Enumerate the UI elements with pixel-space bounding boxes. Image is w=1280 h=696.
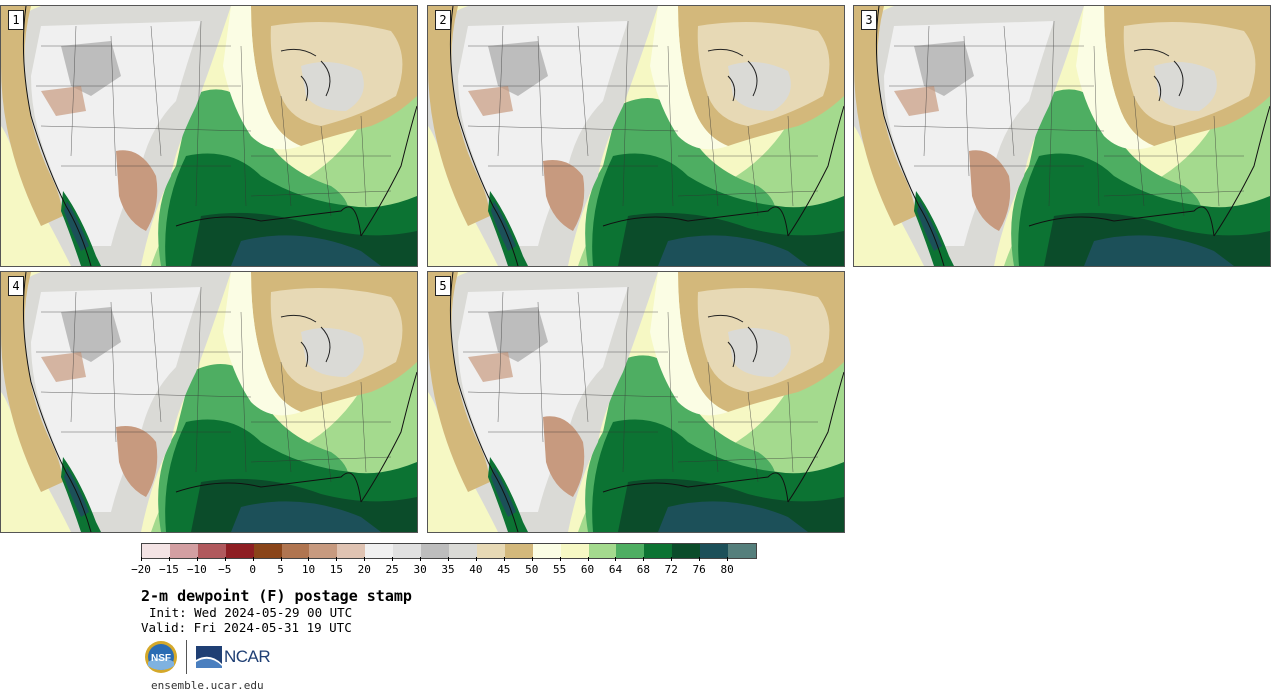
colorbar-swatch xyxy=(560,544,589,558)
colorbar-tick-label: 20 xyxy=(357,563,371,576)
panel-number-5: 5 xyxy=(435,276,451,296)
colorbar-swatch xyxy=(700,544,729,558)
colorbar-tick xyxy=(671,557,673,561)
dewpoint-map-5 xyxy=(428,272,844,532)
init-time: Init: Wed 2024-05-29 00 UTC xyxy=(149,605,353,620)
colorbar-tick-label: 55 xyxy=(553,563,567,576)
colorbar-tick xyxy=(196,557,198,561)
chart-title: 2-m dewpoint (F) postage stamp xyxy=(141,587,412,605)
colorbar-tick-label: 68 xyxy=(636,563,650,576)
nsf-logo-text: NSF xyxy=(151,653,171,664)
map-panel-1: 1 xyxy=(0,5,418,267)
colorbar-swatch xyxy=(281,544,310,558)
dewpoint-map-1 xyxy=(1,6,417,266)
colorbar-swatch xyxy=(448,544,477,558)
colorbar-swatch xyxy=(309,544,338,558)
nsf-logo: NSF xyxy=(145,641,177,673)
colorbar-tick-label: −10 xyxy=(186,563,207,576)
colorbar-swatch xyxy=(337,544,366,558)
colorbar-tick-label: −5 xyxy=(218,563,232,576)
colorbar-tick-label: 72 xyxy=(664,563,678,576)
logo-row: NSF NCAR xyxy=(144,638,271,676)
colorbar-tick xyxy=(559,557,561,561)
colorbar-swatch xyxy=(197,544,226,558)
colorbar-tick-label: 25 xyxy=(385,563,399,576)
dewpoint-map-2 xyxy=(428,6,844,266)
colorbar-tick xyxy=(615,557,617,561)
colorbar-tick xyxy=(141,557,142,561)
ncar-logo-text: NCAR xyxy=(224,647,271,666)
ncar-logo: NCAR xyxy=(196,646,271,668)
colorbar-tick-label: 0 xyxy=(249,563,256,576)
colorbar-tick-label: 10 xyxy=(301,563,316,576)
colorbar-tick-label: 5 xyxy=(277,563,284,576)
colorbar-tick-label: −15 xyxy=(158,563,179,576)
colorbar-tick-label: 40 xyxy=(469,563,483,576)
colorbar-tick-label: 50 xyxy=(525,563,539,576)
colorbar-tick-label: 64 xyxy=(608,563,623,576)
panel-number-1: 1 xyxy=(8,10,24,30)
colorbar-tick xyxy=(587,557,589,561)
dewpoint-map-4 xyxy=(1,272,417,532)
map-panel-5: 5 xyxy=(427,271,845,533)
colorbar-tick xyxy=(224,557,226,561)
colorbar-swatch xyxy=(616,544,645,558)
colorbar-tick-label: −20 xyxy=(131,563,151,576)
colorbar-tick xyxy=(531,557,533,561)
ncar-logo-mark xyxy=(196,646,222,668)
colorbar-tick xyxy=(699,557,701,561)
colorbar-tick xyxy=(308,557,310,561)
colorbar-tick-label: 15 xyxy=(329,563,343,576)
site-url: ensemble.ucar.edu xyxy=(151,679,264,692)
map-panel-4: 4 xyxy=(0,271,418,533)
map-panel-2: 2 xyxy=(427,5,845,267)
colorbar xyxy=(141,543,757,559)
colorbar-tick xyxy=(727,557,729,561)
colorbar-swatch xyxy=(672,544,701,558)
colorbar-ticks: −20 −15 −10 −5 0 5 10 15 20 25 30 35 40 45 50 55 60 64 68 7… xyxy=(131,557,755,581)
panel-number-4: 4 xyxy=(8,276,24,296)
colorbar-swatch xyxy=(393,544,422,558)
colorbar-tick xyxy=(448,557,449,561)
colorbar-tick-label: 60 xyxy=(580,563,595,576)
colorbar-swatch xyxy=(421,544,449,558)
logo-divider xyxy=(186,640,187,674)
colorbar-tick xyxy=(364,557,366,561)
colorbar-swatch xyxy=(253,544,282,558)
colorbar-tick xyxy=(503,557,505,561)
colorbar-tick xyxy=(392,557,394,561)
colorbar-swatch xyxy=(588,544,617,558)
panel-number-3: 3 xyxy=(861,10,877,30)
colorbar-tick xyxy=(643,557,645,561)
colorbar-swatch xyxy=(504,544,533,558)
colorbar-swatch xyxy=(169,544,198,558)
colorbar-tick xyxy=(168,557,170,561)
colorbar-tick-label: 30 xyxy=(413,563,427,576)
map-panel-3: 3 xyxy=(853,5,1271,267)
colorbar-swatch xyxy=(225,544,254,558)
colorbar-swatch xyxy=(644,544,673,558)
colorbar-tick-label: 35 xyxy=(441,563,455,576)
colorbar-swatch xyxy=(476,544,505,558)
colorbar-tick-label: 76 xyxy=(692,563,706,576)
colorbar-swatch xyxy=(532,544,561,558)
dewpoint-map-3 xyxy=(854,6,1270,266)
colorbar-swatch xyxy=(142,544,170,558)
colorbar-tick-label: 80 xyxy=(720,563,734,576)
colorbar-swatch xyxy=(365,544,394,558)
colorbar-tick xyxy=(336,557,338,561)
colorbar-tick xyxy=(475,557,477,561)
colorbar-tick xyxy=(420,557,422,561)
panel-number-2: 2 xyxy=(435,10,451,30)
colorbar-tick-label: 45 xyxy=(497,563,511,576)
colorbar-swatch xyxy=(728,544,756,558)
colorbar-tick xyxy=(252,557,254,561)
valid-time: Valid: Fri 2024-05-31 19 UTC xyxy=(141,620,352,635)
colorbar-tick xyxy=(280,557,282,561)
